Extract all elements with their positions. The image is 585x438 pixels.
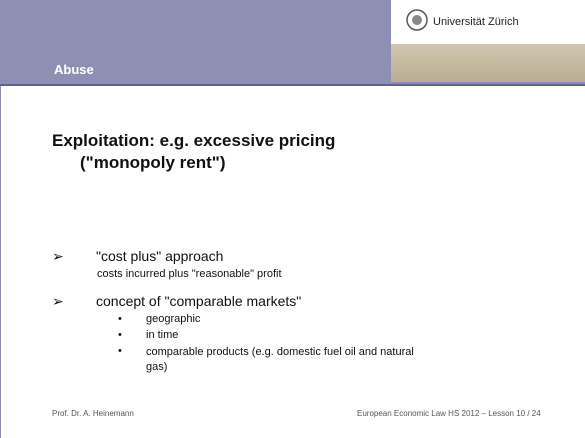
bullet-text: concept of "comparable markets"	[96, 293, 302, 309]
footer-right: European Economic Law HS 2012 – Lesson 1…	[357, 409, 541, 418]
slide-title: Exploitation: e.g. excessive pricing ("mo…	[52, 130, 335, 174]
title-line: ("monopoly rent")	[80, 153, 226, 172]
logo-box	[391, 0, 585, 44]
header-rule	[0, 84, 585, 86]
university-name: Universität Zürich	[433, 16, 519, 28]
section-title: Abuse	[54, 62, 94, 77]
sub-text: costs incurred plus "reasonable" profit	[97, 268, 282, 280]
bullet-marker: ➢	[52, 293, 64, 309]
title-line: Exploitation: e.g. excessive pricing	[52, 131, 336, 150]
bullet-text: "cost plus" approach	[96, 248, 224, 264]
sub-item: comparable products (e.g. domestic fuel …	[146, 346, 414, 373]
left-line	[0, 86, 1, 438]
dot: •	[118, 345, 122, 357]
logo-seal	[406, 9, 428, 31]
building-photo	[391, 44, 585, 82]
dot: •	[118, 313, 122, 325]
sub-item: geographic	[146, 313, 201, 325]
dot: •	[118, 329, 122, 341]
footer-left: Prof. Dr. A. Heinemann	[52, 409, 134, 418]
sub-item: in time	[146, 329, 179, 341]
bullet-marker: ➢	[52, 248, 64, 264]
